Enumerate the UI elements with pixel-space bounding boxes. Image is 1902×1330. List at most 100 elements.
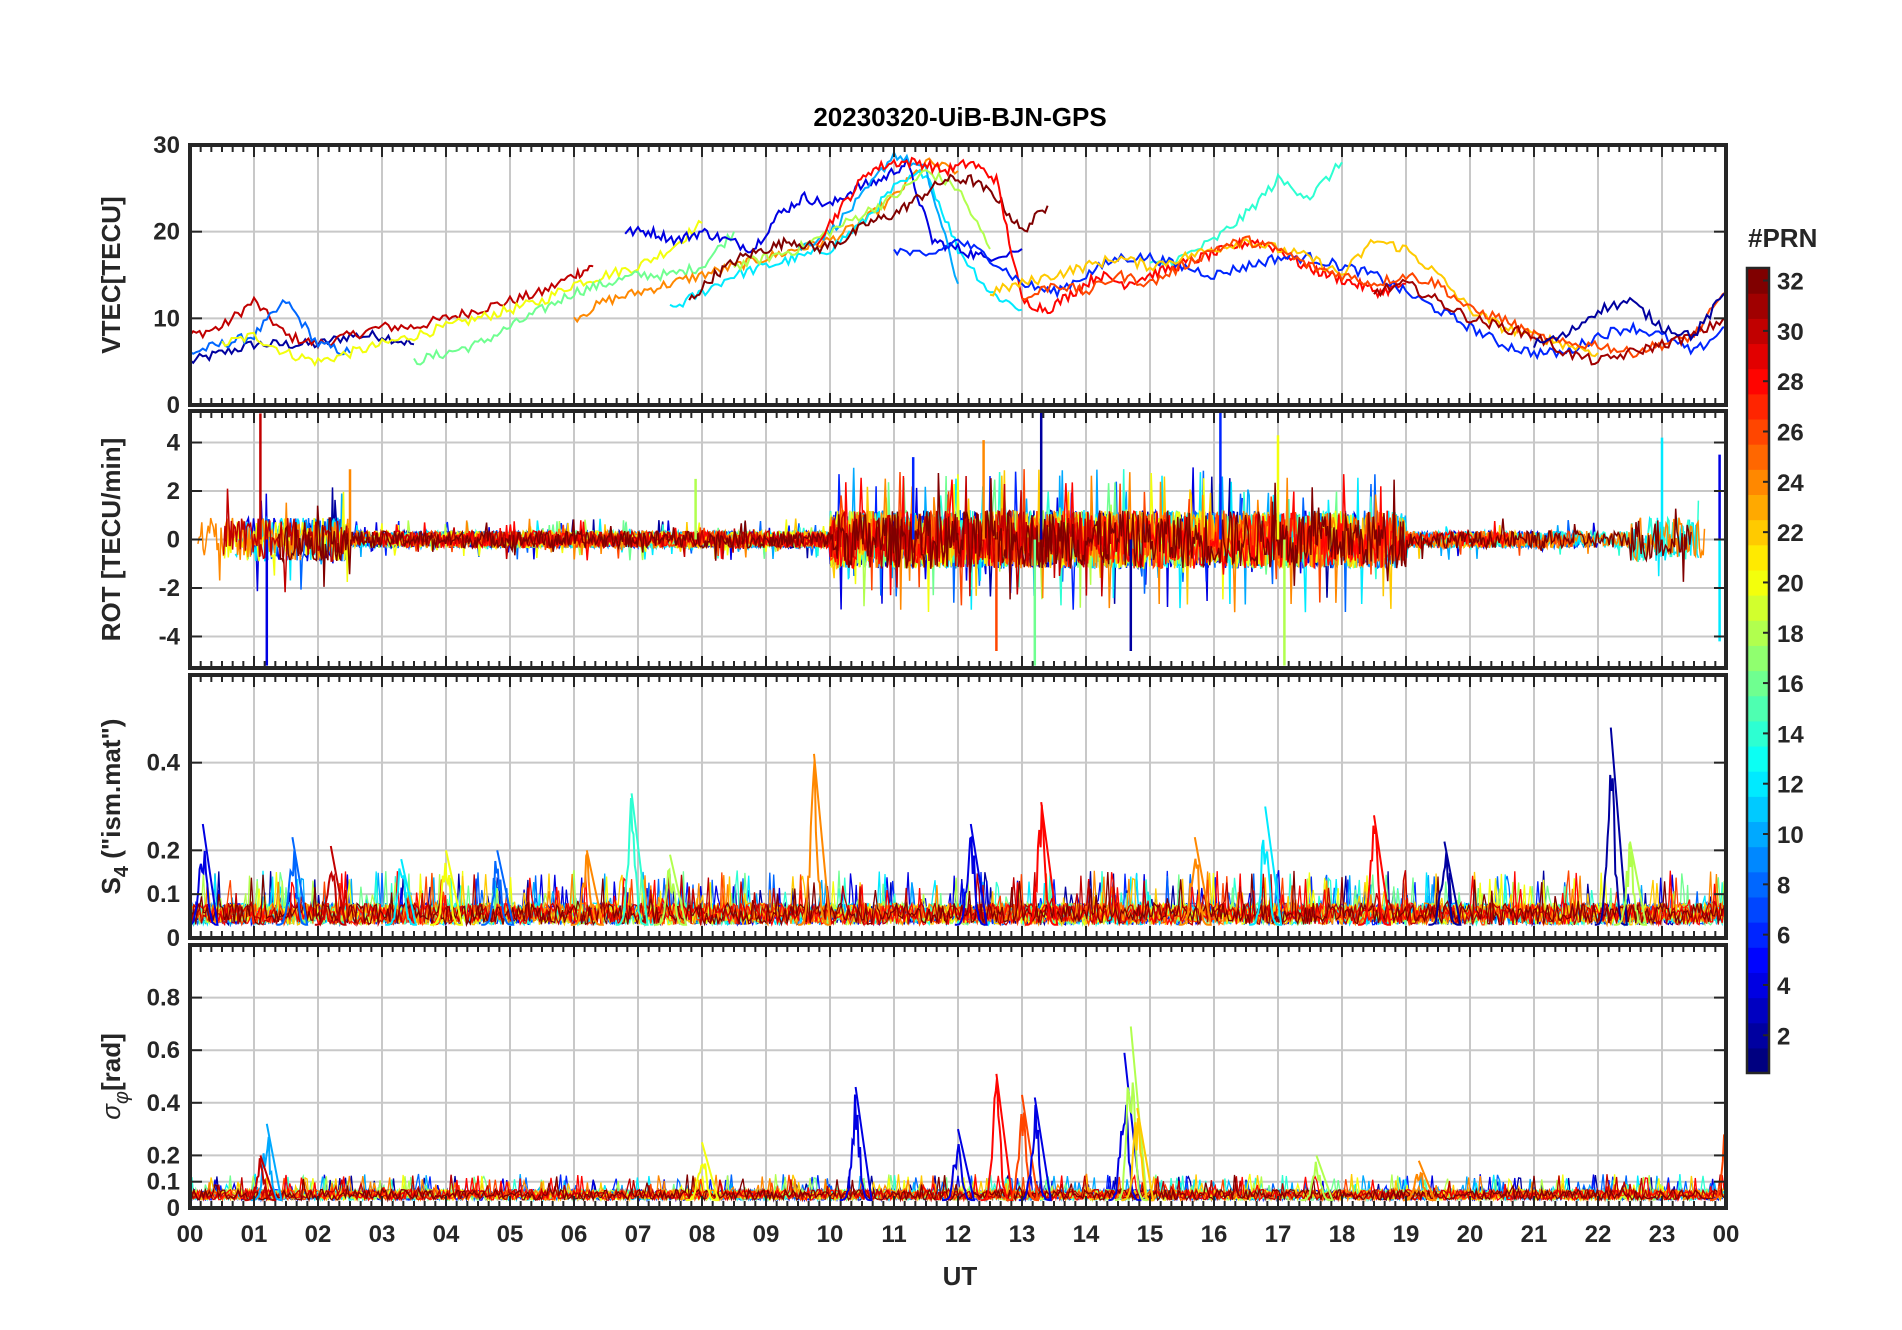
vtec-series-prn-10 [797,149,959,285]
s4-series-prn-30 [190,870,1725,928]
vtec-series-prn-26 [1021,235,1726,359]
y-tick-label-rot: -4 [159,623,181,650]
x-tick-label: 17 [1265,1221,1292,1248]
colorbar-segment [1747,695,1769,722]
colorbar-segment [1747,846,1769,873]
x-tick-label: 07 [625,1221,652,1248]
s4-series-prn-28 [190,870,1725,927]
colorbar-segment [1747,821,1769,848]
sigma_phi-spike [1114,1026,1148,1202]
colorbar-tick-label: 8 [1777,872,1790,899]
sigma_phi-spike [686,1142,720,1202]
chart-title: 20230320-UiB-BJN-GPS [813,102,1106,132]
x-ticks-sigma_phi [189,945,1727,1209]
vtec-series-prn-2 [1533,291,1726,348]
vtec-series-prn-22 [989,238,1599,358]
vtec-series-prn-30 [190,264,594,350]
colorbar-segment [1747,343,1769,370]
series-group-s4 [190,727,1725,928]
colorbar-segment [1747,444,1769,470]
colorbar-frame [1745,266,1771,1075]
colorbar-segment [1747,871,1769,898]
y-tick-label-vtec: 30 [153,132,180,159]
x-axis-label: UT [943,1261,978,1291]
colorbar-tick-label: 16 [1777,671,1804,698]
colorbar-tick-label: 14 [1777,721,1804,748]
y-axis-label-rot: ROT [TECU/min] [96,438,126,642]
sigma_phi-spike [1402,1160,1437,1202]
colorbar-tick-label: 6 [1777,923,1790,950]
x-tick-label: 13 [1009,1221,1036,1248]
s4-spike [1594,727,1628,926]
x-tick-label: 02 [305,1221,332,1248]
y-tick-label-sigma_phi: 0.1 [147,1169,180,1196]
colorbar-segment [1747,947,1769,973]
s4-series-prn-32 [190,870,1725,928]
colorbar-tick-label: 30 [1777,319,1804,346]
y-tick-label-rot: -2 [159,575,180,602]
sigma_phi-spike [244,1155,277,1202]
panel-s4: 0 0.1 0.2 0.4 S4 ("ism.mat") [96,673,1728,952]
colorbar-segment [1747,720,1769,747]
x-tick-label: 10 [817,1221,844,1248]
s4-spike [954,823,988,926]
x-tick-label: 04 [433,1221,460,1248]
sigma_phi-spike [942,1128,976,1202]
y-tick-label-vtec: 0 [167,392,180,419]
s4-spike [798,753,832,926]
x-tick-label: 09 [753,1221,780,1248]
colorbar-segment [1747,418,1769,445]
colorbar-tick-label: 12 [1777,772,1804,799]
s4-spike [481,850,515,926]
x-tick-label: 08 [689,1221,716,1248]
sigma_phi-spike [1108,1052,1142,1202]
x-ticks-rot [189,411,1727,668]
colorbar-tick-label: 32 [1777,269,1804,296]
s4-spike [1358,815,1392,926]
vtec-series-prn-14 [1149,161,1343,267]
colorbar-segment [1747,1022,1769,1049]
colorbar-segment [1747,393,1769,420]
s4-spike [1428,841,1462,926]
sigma_phi-spike [1121,1107,1155,1202]
x-tick-label: 06 [561,1221,588,1248]
sigma_phi-spike [1006,1094,1040,1202]
series-group-vtec [190,149,1726,367]
sigma_phi-spike [1018,1097,1052,1202]
s4-spike [1178,837,1212,926]
colorbar-segment [1747,922,1769,948]
x-tick-label: 01 [241,1221,268,1248]
colorbar-tick-label: 22 [1777,520,1804,547]
x-tick-label: 15 [1137,1221,1164,1248]
s4-spike [430,850,464,926]
vtec-series-prn-24 [573,157,959,324]
y-tick-label-vtec: 10 [153,305,180,332]
vtec-series-prn-20 [221,219,703,367]
sigma_phi-spike [250,1123,283,1202]
s4-spike [654,854,688,926]
vtec-series-prn-16 [413,231,735,366]
colorbar-segment [1747,796,1769,823]
colorbar-tick-label: 24 [1777,470,1804,497]
colorbar-segment [1747,645,1769,672]
colorbar-segment [1747,997,1769,1024]
x-ticks-s4 [189,675,1727,939]
vtec-series-prn-12 [669,168,1023,312]
colorbar-tick-label: 2 [1777,1023,1790,1050]
y-tick-label-sigma_phi: 0.4 [147,1090,181,1117]
panel-rot: -4 -2 0 2 4 ROT [TECU/min] [96,409,1728,670]
panel-vtec: 0 10 20 30 VTEC[TECU] [96,132,1728,419]
colorbar-tick-label: 20 [1777,570,1804,597]
vtec-series-prn-8 [190,298,351,356]
s4-spike [570,850,605,926]
y-tick-label-sigma_phi: 0.6 [147,1037,180,1064]
s4-spike [1614,841,1648,926]
colorbar-segment [1747,620,1769,646]
colorbar-label: #PRN [1748,223,1817,253]
s4-spike [314,845,347,926]
y-tick-label-sigma_phi: 0.8 [147,985,180,1012]
x-tick-label: 00 [1713,1221,1740,1248]
colorbar-segment [1747,745,1769,772]
